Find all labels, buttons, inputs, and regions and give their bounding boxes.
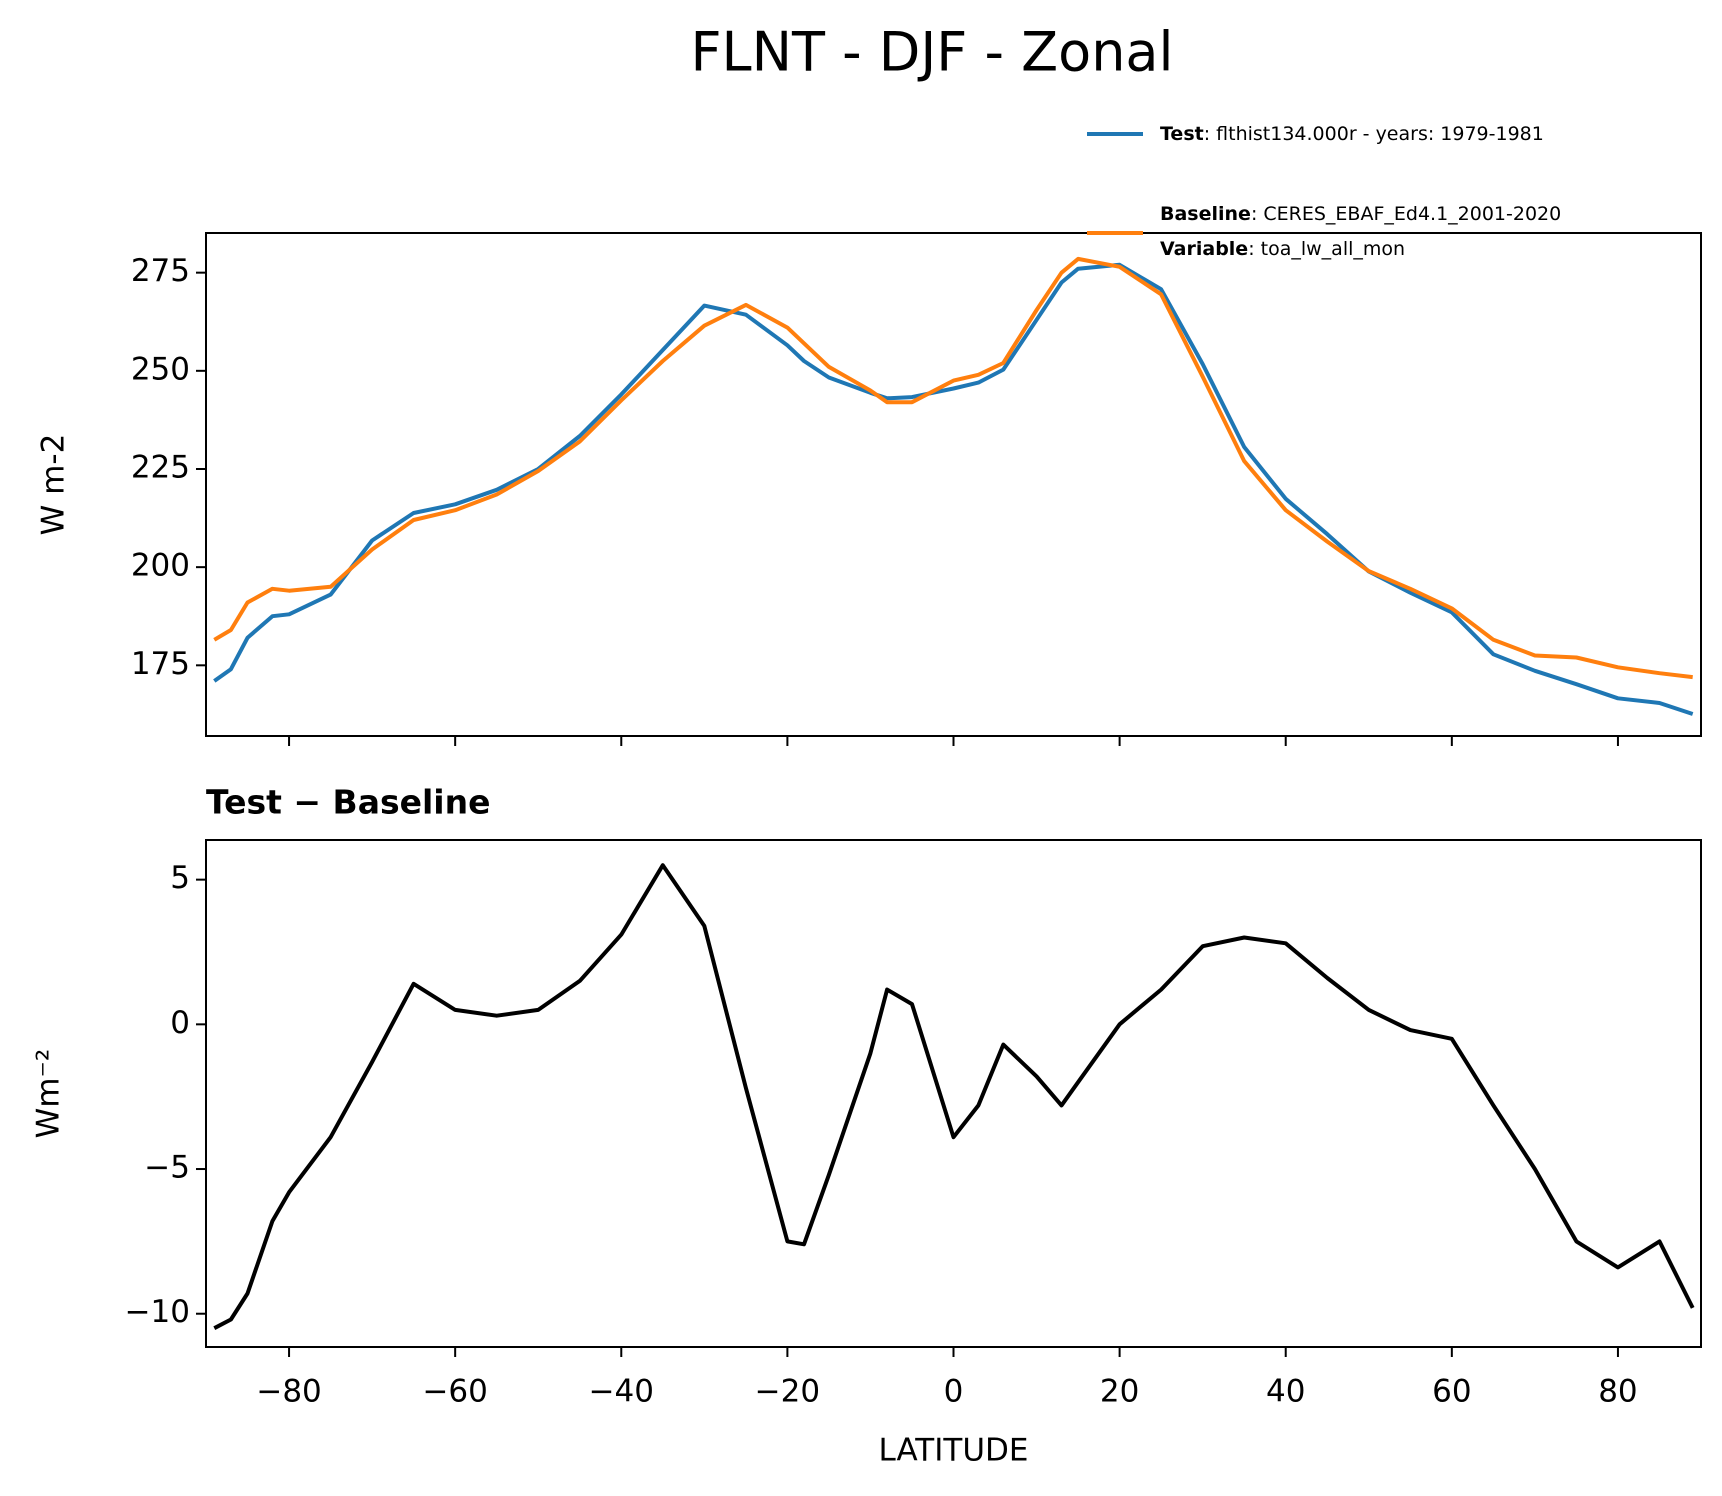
- y-tick-label: 275: [131, 253, 190, 289]
- legend-description: : CERES_EBAF_Ed4.1_2001-2020: [1251, 203, 1561, 225]
- legend-description: : toa_lw_all_mon: [1248, 238, 1405, 260]
- x-tick-label: 20: [1100, 1374, 1139, 1410]
- y-tick-label: 175: [131, 646, 190, 682]
- y-tick-label: 5: [170, 860, 190, 896]
- subplot-title: Test − Baseline: [206, 783, 491, 822]
- x-tick-label: 60: [1432, 1374, 1471, 1410]
- axes-frame: [205, 232, 1702, 737]
- x-tick-label: 0: [944, 1374, 964, 1410]
- x-axis-label: LATITUDE: [879, 1433, 1029, 1469]
- y-axis-label: W m-2: [36, 434, 72, 536]
- y-tick-label: −10: [125, 1294, 190, 1330]
- x-tick-label: −40: [589, 1374, 654, 1410]
- y-tick-label: −5: [144, 1150, 190, 1186]
- x-tick-label: 40: [1266, 1374, 1305, 1410]
- series-line: [213, 256, 1693, 680]
- legend-name: Baseline: [1160, 203, 1251, 225]
- y-tick-label: 250: [131, 351, 190, 387]
- legend-label: Test: flthist134.000r - years: 1979-1981: [1160, 123, 1544, 145]
- chart-title: FLNT - DJF - Zonal: [690, 21, 1173, 84]
- legend-label: Baseline: CERES_EBAF_Ed4.1_2001-2020: [1160, 203, 1561, 225]
- y-tick-label: 225: [131, 449, 190, 485]
- legend-label: Variable: toa_lw_all_mon: [1160, 238, 1405, 260]
- legend-description: : flthist134.000r - years: 1979-1981: [1204, 123, 1544, 145]
- axes-frame: [205, 839, 1702, 1348]
- y-tick-label: 200: [131, 548, 190, 584]
- x-tick-label: −80: [256, 1374, 321, 1410]
- x-tick-label: −20: [755, 1374, 820, 1410]
- legend-name: Variable: [1160, 238, 1248, 260]
- x-tick-label: −60: [422, 1374, 487, 1410]
- series-line: [213, 863, 1695, 1330]
- legend-name: Test: [1160, 123, 1204, 145]
- series-line: [213, 262, 1694, 716]
- x-tick-label: 80: [1598, 1374, 1637, 1410]
- y-tick-label: 0: [170, 1005, 190, 1041]
- y-axis-label: Wm⁻²: [31, 1049, 67, 1139]
